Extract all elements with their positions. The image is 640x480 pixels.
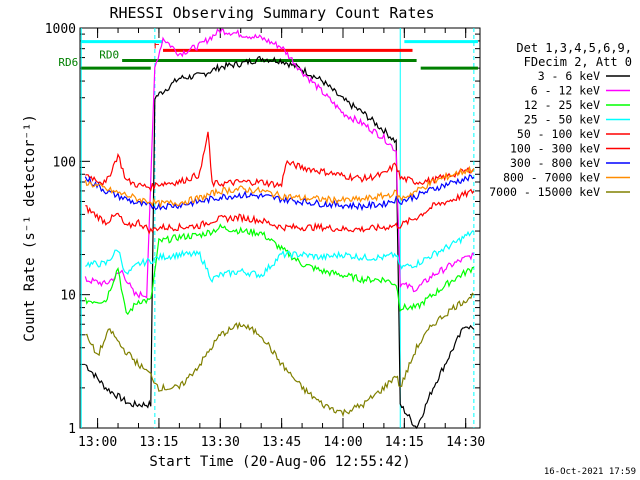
flag-label: RD0: [99, 49, 119, 62]
legend-entry-label: 100 - 300 keV: [510, 142, 600, 156]
y-axis-label: Count Rate (s⁻¹ detector⁻¹): [22, 114, 38, 342]
series-line-6-12-kev: [84, 28, 475, 299]
legend-entry-label: 300 - 800 keV: [510, 156, 600, 170]
y-tick-label: 1: [68, 422, 76, 437]
flag-label: RD6: [58, 56, 78, 69]
x-tick-label: 13:45: [262, 435, 301, 450]
legend-header-line-1: Det 1,3,4,5,6,9,: [516, 41, 632, 55]
legend-entry-label: 800 - 7000 keV: [503, 171, 600, 185]
series-line-50-100-kev: [85, 188, 475, 235]
y-tick-label: 1000: [45, 22, 76, 37]
x-axis-label: Start Time (20-Aug-06 12:55:42): [149, 454, 410, 470]
series-line-300-800-kev: [84, 174, 475, 212]
tick-labels: 1 10 100 1000 13:00 13:15 13:30 13:45 14:00 14:15…: [45, 22, 486, 450]
x-tick-label: 13:00: [78, 435, 117, 450]
legend: Det 1,3,4,5,6,9, FDecim 2, Att 0 3 - 6 k…: [489, 41, 632, 199]
flag-label: F: [153, 38, 160, 51]
x-tick-label: 13:15: [139, 435, 178, 450]
series-line-12-25-kev: [84, 223, 474, 316]
y-tick-label: 100: [53, 155, 76, 170]
y-tick-label: 10: [60, 289, 76, 304]
legend-entry-label: 6 - 12 keV: [531, 84, 600, 98]
series-line-7000-15000-kev: [85, 292, 475, 418]
legend-entry-label: 7000 - 15000 keV: [489, 185, 600, 199]
legend-entry-label: 25 - 50 keV: [524, 113, 600, 127]
legend-entry-label: 3 - 6 keV: [538, 69, 600, 83]
chart-title: RHESSI Observing Summary Count Rates: [109, 4, 434, 22]
x-tick-label: 13:30: [201, 435, 240, 450]
legend-header-line-2: FDecim 2, Att 0: [524, 55, 632, 69]
plot-frame: [79, 27, 481, 429]
axis-ticks: [80, 28, 480, 429]
series-line-25-50-kev: [85, 230, 474, 284]
legend-entry-label: 12 - 25 keV: [524, 98, 600, 112]
series-line-100-300-kev: [85, 131, 475, 193]
series-line-3-6-kev: [84, 55, 475, 430]
observing-flags: F RD0 RD6: [58, 28, 478, 428]
legend-entry-label: 50 - 100 keV: [517, 127, 600, 141]
series-line-800-7000-kev: [84, 165, 475, 207]
count-rate-series: [84, 28, 475, 430]
x-tick-label: 14:00: [323, 435, 362, 450]
x-tick-label: 14:15: [385, 435, 424, 450]
x-tick-label: 14:30: [446, 435, 485, 450]
generation-timestamp: 16-Oct-2021 17:59: [544, 467, 636, 477]
